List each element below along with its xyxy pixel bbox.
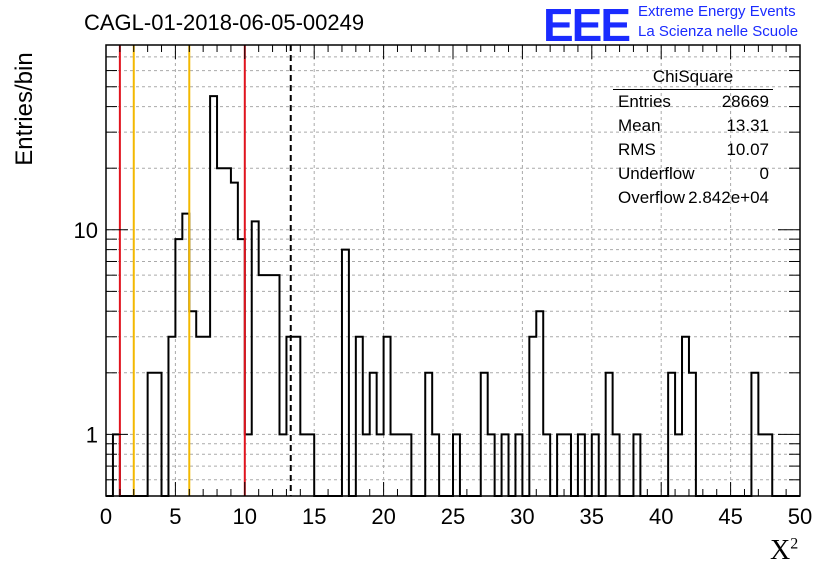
x-axis-label: X2 bbox=[770, 535, 799, 566]
x-tick-label: 10 bbox=[233, 504, 257, 529]
brand-line-2: La Scienza nelle Scuole bbox=[638, 23, 799, 40]
y-tick-label: 1 bbox=[86, 422, 98, 447]
x-tick-label: 25 bbox=[441, 504, 465, 529]
stats-row: Overflow 2.842e+04 bbox=[618, 188, 769, 207]
stats-row: Underflow 0 bbox=[618, 164, 769, 183]
x-tick-label: 0 bbox=[100, 504, 112, 529]
x-tick-label: 35 bbox=[580, 504, 604, 529]
y-axis-label: Entries/bin bbox=[11, 52, 38, 166]
stats-row: RMS 10.07 bbox=[618, 140, 769, 159]
brand-line-1: Extreme Energy Events bbox=[638, 3, 796, 20]
stats-box: ChiSquare Entries 28669 Mean 13.31 RMS 10.0… bbox=[613, 67, 773, 210]
x-tick-label: 30 bbox=[510, 504, 534, 529]
x-tick-label: 50 bbox=[788, 504, 812, 529]
chart-title: CAGL-01-2018-06-05-00249 bbox=[84, 10, 365, 35]
x-tick-label: 45 bbox=[718, 504, 742, 529]
stats-row: Entries 28669 bbox=[618, 92, 769, 111]
x-tick-label: 5 bbox=[169, 504, 181, 529]
stats-title: ChiSquare bbox=[613, 67, 773, 90]
y-tick-label: 10 bbox=[74, 218, 98, 243]
stats-row: Mean 13.31 bbox=[618, 116, 769, 135]
x-tick-label: 40 bbox=[649, 504, 673, 529]
x-tick-label: 15 bbox=[302, 504, 326, 529]
x-tick-label: 20 bbox=[371, 504, 395, 529]
eee-logo: EEE bbox=[543, 0, 631, 51]
